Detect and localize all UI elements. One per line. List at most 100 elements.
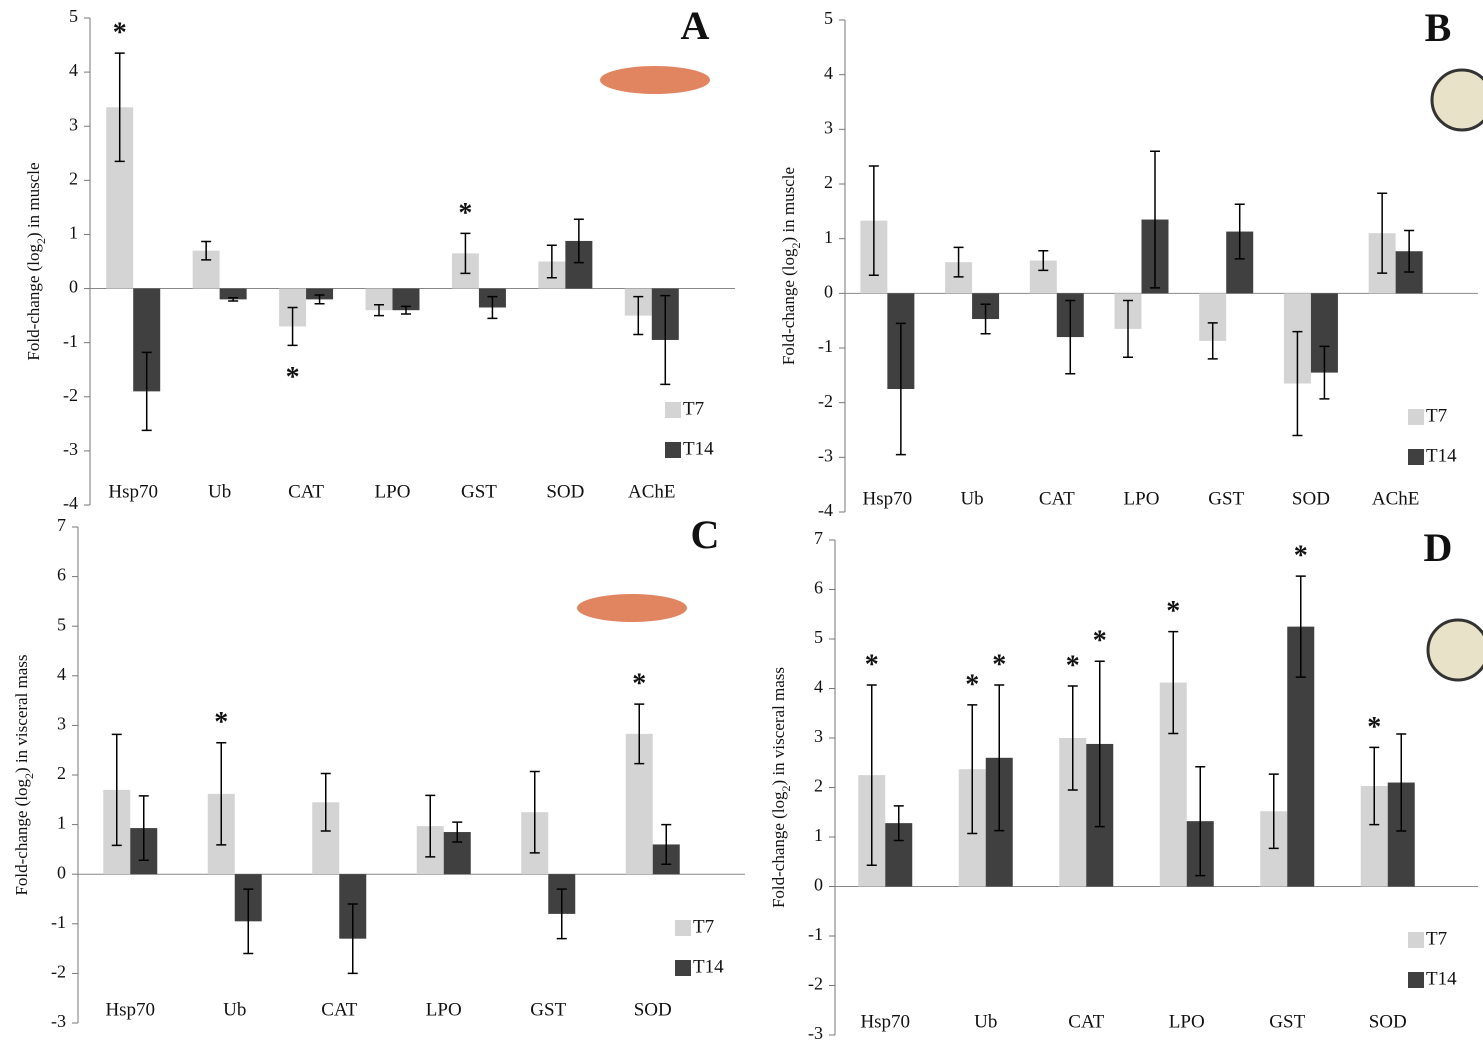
x-tick-label: LPO xyxy=(1124,488,1160,509)
y-tick-label: 2 xyxy=(824,172,833,192)
legend-label: T7 xyxy=(1426,405,1447,426)
snail-illustration xyxy=(1428,70,1483,680)
y-tick-label: 3 xyxy=(57,714,66,734)
x-tick-label: GST xyxy=(1269,1011,1305,1032)
significance-marker: * xyxy=(965,669,979,700)
y-tick-label: 4 xyxy=(824,63,833,83)
panel-letter: C xyxy=(691,512,720,557)
panel-letter: D xyxy=(1424,525,1453,570)
y-tick-label: 3 xyxy=(69,114,78,134)
significance-marker: * xyxy=(286,362,300,393)
y-axis-label-part: ) in visceral mass xyxy=(769,667,788,786)
significance-marker: * xyxy=(1066,650,1080,681)
y-tick-label: 3 xyxy=(824,117,833,137)
legend-label: T14 xyxy=(693,956,724,977)
x-tick-label: AChE xyxy=(1372,488,1420,509)
legend-swatch xyxy=(1408,932,1424,948)
y-axis-label-part: Fold-change (log xyxy=(779,248,798,365)
y-tick-label: 5 xyxy=(57,614,66,634)
y-tick-label: -1 xyxy=(51,912,66,932)
y-axis-label-part: Fold-change (log xyxy=(12,778,31,895)
y-tick-label: 6 xyxy=(814,578,823,598)
y-axis-label-part: Fold-change (log xyxy=(24,243,43,360)
legend-label: T14 xyxy=(683,438,714,459)
y-axis-label-part: ) in muscle xyxy=(779,167,798,243)
x-tick-label: Ub xyxy=(974,1011,997,1032)
y-tick-label: 7 xyxy=(814,528,823,548)
y-tick-label: 2 xyxy=(57,763,66,783)
y-tick-label: -1 xyxy=(808,924,823,944)
y-tick-label: 2 xyxy=(69,168,78,188)
significance-marker: * xyxy=(1367,712,1381,743)
legend-label: T14 xyxy=(1426,445,1457,466)
legend-swatch xyxy=(675,960,691,976)
y-tick-label: -3 xyxy=(51,1011,66,1031)
figure: -4-3-2-1012345Fold-change (log2) in musc… xyxy=(0,0,1483,1042)
y-axis-label-part: ) in muscle xyxy=(24,162,43,238)
x-tick-label: CAT xyxy=(288,481,324,502)
y-tick-label: 5 xyxy=(824,8,833,28)
panel-letter: A xyxy=(681,3,710,48)
significance-marker: * xyxy=(632,668,646,699)
significance-marker: * xyxy=(1294,541,1308,572)
y-tick-label: 1 xyxy=(824,227,833,247)
y-tick-label: 1 xyxy=(57,813,66,833)
x-tick-label: GST xyxy=(530,999,566,1020)
y-axis-label: Fold-change (log2) in muscle xyxy=(779,167,803,365)
panel-letter: B xyxy=(1425,5,1452,50)
x-tick-label: LPO xyxy=(375,481,411,502)
y-tick-label: 4 xyxy=(814,677,823,697)
y-tick-label: -4 xyxy=(818,500,833,520)
legend-label: T7 xyxy=(1426,928,1447,949)
y-tick-label: -4 xyxy=(63,493,78,513)
y-axis-label: Fold-change (log2) in muscle xyxy=(24,162,48,360)
x-tick-label: AChE xyxy=(628,481,676,502)
y-tick-label: -1 xyxy=(63,331,78,351)
y-tick-label: 5 xyxy=(69,6,78,26)
legend-swatch xyxy=(665,442,681,458)
y-tick-label: 3 xyxy=(814,726,823,746)
x-tick-label: Hsp70 xyxy=(108,481,158,502)
y-tick-label: -2 xyxy=(63,385,78,405)
y-tick-label: 0 xyxy=(69,277,78,297)
x-tick-label: GST xyxy=(1208,488,1244,509)
legend-swatch xyxy=(675,920,691,936)
x-tick-label: Hsp70 xyxy=(860,1011,910,1032)
y-tick-label: 4 xyxy=(57,664,66,684)
legend-swatch xyxy=(665,402,681,418)
y-tick-label: -3 xyxy=(808,1023,823,1042)
x-tick-label: SOD xyxy=(546,481,584,502)
x-tick-label: SOD xyxy=(1369,1011,1407,1032)
x-tick-label: CAT xyxy=(1039,488,1075,509)
page: {"chart_data": [ {"type": "bar", "label"… xyxy=(0,0,1483,1042)
y-tick-label: 1 xyxy=(814,825,823,845)
y-tick-label: -2 xyxy=(51,962,66,982)
x-tick-label: CAT xyxy=(1068,1011,1104,1032)
significance-marker: * xyxy=(992,649,1006,680)
x-tick-label: Ub xyxy=(223,999,246,1020)
x-tick-label: Ub xyxy=(960,488,983,509)
y-tick-label: -2 xyxy=(818,391,833,411)
x-tick-label: Hsp70 xyxy=(105,999,155,1020)
y-tick-label: 1 xyxy=(69,223,78,243)
legend-label: T7 xyxy=(693,916,714,937)
significance-marker: * xyxy=(865,649,879,680)
y-tick-label: 7 xyxy=(57,515,66,535)
y-tick-label: 6 xyxy=(57,565,66,585)
significance-marker: * xyxy=(1093,626,1107,657)
x-tick-label: GST xyxy=(461,481,497,502)
x-tick-label: LPO xyxy=(426,999,462,1020)
y-tick-label: 5 xyxy=(814,627,823,647)
y-tick-label: 0 xyxy=(57,862,66,882)
significance-marker: * xyxy=(113,18,127,49)
y-tick-label: 4 xyxy=(69,60,78,80)
legend-swatch xyxy=(1408,972,1424,988)
legend-swatch xyxy=(1408,409,1424,425)
x-tick-label: SOD xyxy=(1292,488,1330,509)
y-tick-label: 2 xyxy=(814,776,823,796)
y-tick-label: -2 xyxy=(808,974,823,994)
x-tick-label: LPO xyxy=(1169,1011,1205,1032)
x-tick-label: Hsp70 xyxy=(863,488,913,509)
